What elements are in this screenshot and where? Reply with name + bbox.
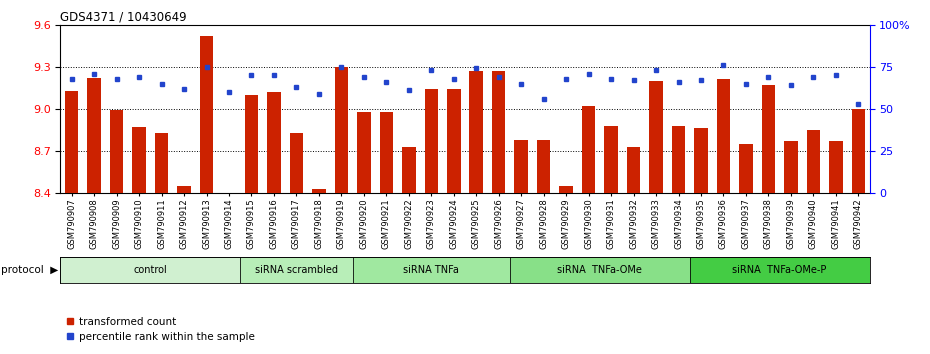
Bar	[671, 126, 685, 193]
Bar	[87, 78, 100, 193]
Bar	[447, 89, 460, 193]
Bar	[762, 85, 775, 193]
Bar	[132, 127, 146, 193]
Bar	[289, 133, 303, 193]
Text: control: control	[134, 265, 167, 275]
Bar	[649, 81, 663, 193]
Bar	[830, 141, 843, 193]
Bar	[200, 36, 213, 193]
Bar	[582, 106, 595, 193]
Bar	[694, 129, 708, 193]
Text: GDS4371 / 10430649: GDS4371 / 10430649	[60, 11, 187, 24]
Bar	[717, 79, 730, 193]
Text: siRNA TNFa: siRNA TNFa	[404, 265, 459, 275]
Bar	[784, 141, 798, 193]
Bar	[690, 257, 870, 283]
Text: protocol  ▶: protocol ▶	[1, 265, 59, 275]
Bar	[537, 140, 551, 193]
Bar	[560, 186, 573, 193]
Bar	[65, 91, 78, 193]
Text: siRNA  TNFa-OMe: siRNA TNFa-OMe	[557, 265, 643, 275]
Bar	[245, 95, 259, 193]
Bar	[240, 257, 352, 283]
Bar	[470, 71, 483, 193]
Bar	[312, 189, 326, 193]
Legend: transformed count, percentile rank within the sample: transformed count, percentile rank withi…	[66, 317, 255, 342]
Text: siRNA  TNFa-OMe-P: siRNA TNFa-OMe-P	[733, 265, 827, 275]
Bar	[60, 257, 240, 283]
Bar	[604, 126, 618, 193]
Bar	[357, 112, 370, 193]
Bar	[352, 257, 510, 283]
Bar	[492, 71, 506, 193]
Bar	[379, 112, 393, 193]
Bar	[514, 140, 528, 193]
Text: siRNA scrambled: siRNA scrambled	[255, 265, 338, 275]
Bar	[110, 110, 124, 193]
Bar	[178, 186, 191, 193]
Bar	[335, 67, 348, 193]
Bar	[267, 92, 281, 193]
Bar	[510, 257, 690, 283]
Bar	[627, 147, 640, 193]
Bar	[806, 130, 820, 193]
Bar	[739, 144, 752, 193]
Bar	[852, 109, 865, 193]
Bar	[424, 89, 438, 193]
Bar	[402, 147, 416, 193]
Bar	[154, 133, 168, 193]
